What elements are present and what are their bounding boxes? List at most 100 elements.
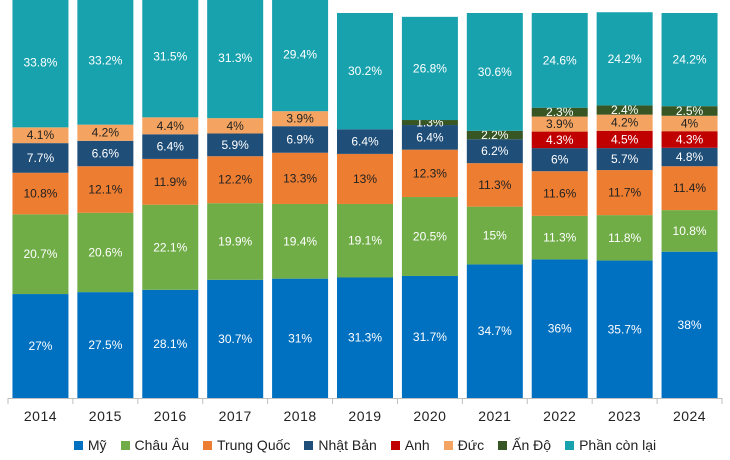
data-label: 27% — [28, 339, 52, 353]
bar-segment — [596, 148, 653, 171]
legend-item: Trung Quốc — [202, 437, 291, 453]
legend-swatch — [73, 440, 83, 450]
legend-label: Nhật Bản — [318, 437, 377, 453]
data-label: 20.6% — [88, 245, 122, 259]
data-label: 24.6% — [543, 53, 577, 67]
data-label: 31.3% — [348, 331, 382, 345]
bar-segment — [12, 127, 69, 144]
bar-segment — [207, 279, 264, 398]
x-tick-label: 2024 — [673, 408, 706, 424]
bar-segment — [661, 115, 718, 132]
data-label: 6.6% — [92, 147, 120, 161]
bar-segment — [596, 12, 653, 106]
bar-segment — [661, 147, 718, 167]
stacked-bar-chart: 27% 20.7% 10.8% 7.7% 4.1% 33.8% 27.5% 20.6% 12.1… — [7, 0, 723, 424]
bar-segment — [337, 13, 393, 130]
bar-segment — [142, 134, 199, 159]
x-tick-label: 2019 — [348, 408, 381, 424]
data-label: 6.2% — [481, 144, 509, 158]
bar-segment — [12, 294, 69, 398]
data-label: 24.2% — [608, 52, 642, 66]
bar-segment — [661, 166, 718, 211]
bar-2015: 27.5% 20.6% 12.1% 6.6% 4.2% 33.2% — [77, 0, 134, 398]
bar-segment — [466, 206, 523, 265]
data-label: 35.7% — [608, 322, 642, 336]
data-label: 11.3% — [543, 231, 576, 245]
data-label: 13.3% — [283, 171, 317, 185]
bar-segment — [142, 0, 199, 118]
data-label: 2.4% — [611, 103, 639, 117]
bar-segment — [337, 277, 393, 398]
data-label: 4.8% — [676, 150, 704, 164]
data-label: 20.7% — [23, 247, 57, 261]
bar-segment — [401, 125, 458, 150]
bar-2018: 31% 19.4% 13.3% 6.9% 3.9% 29.4% — [272, 0, 329, 398]
bar-segment — [596, 130, 653, 149]
legend-swatch — [202, 440, 212, 450]
data-label: 3.9% — [546, 117, 574, 131]
data-label: 6.9% — [286, 132, 314, 146]
bar-2022: 36% 11.3% 11.6% 6% 4.3% 3.9%2.3% 24.6% — [531, 13, 588, 398]
x-tick-label: 2016 — [154, 408, 187, 424]
bar-segment — [272, 278, 329, 398]
data-label: 31.7% — [413, 330, 447, 344]
data-label: 2.3% — [546, 105, 574, 119]
data-label: 4.1% — [27, 128, 55, 142]
bar-segment — [531, 148, 588, 172]
data-label: 12.2% — [218, 173, 252, 187]
bar-segment — [12, 143, 69, 173]
bar-segment — [596, 114, 653, 131]
data-label: 12.1% — [88, 183, 122, 197]
bar-segment — [466, 13, 523, 131]
data-label: 4.3% — [546, 133, 574, 147]
data-label: 15% — [483, 229, 507, 243]
legend-item: Châu Âu — [120, 437, 189, 453]
bar-2023: 35.7% 11.8% 11.7% 5.7% 4.5% 4.2%2.4% 24.2% — [596, 12, 653, 398]
legend-label: Anh — [404, 437, 430, 453]
data-label: 30.7% — [218, 332, 252, 346]
data-label: 4.3% — [676, 132, 704, 146]
data-label: 2.2% — [481, 128, 509, 142]
bar-segment — [466, 264, 523, 398]
bar-segment — [531, 215, 588, 260]
bar-segment — [661, 251, 718, 398]
legend-item: Phần còn lại — [565, 437, 656, 453]
bar-segment — [401, 16, 458, 121]
bar-segment — [272, 152, 329, 204]
bar-segment — [272, 111, 329, 127]
bar-segment — [466, 139, 523, 164]
data-label: 31.3% — [218, 51, 252, 65]
data-label: 33.2% — [88, 54, 122, 68]
bar-segment — [207, 203, 264, 280]
bar-segment — [77, 212, 134, 293]
x-tick-label: 2017 — [219, 408, 252, 424]
chart-legend: Mỹ Châu Âu Trung Quốc Nhật Bản Anh Đức Ấn Độ Ph… — [0, 434, 730, 456]
x-tick-label: 2018 — [284, 408, 317, 424]
bar-segment — [77, 140, 134, 167]
data-label: 19.9% — [218, 234, 252, 248]
data-label: 30.6% — [478, 65, 512, 79]
bar-segment — [337, 153, 393, 204]
data-label: 5.7% — [611, 152, 639, 166]
bar-segment — [531, 116, 588, 132]
legend-label: Ấn Độ — [512, 437, 552, 453]
bar-segment — [466, 130, 523, 140]
bar-segment — [12, 172, 69, 215]
data-label: 10.8% — [673, 224, 707, 238]
legend-swatch — [443, 440, 453, 450]
bar-segment — [596, 215, 653, 261]
data-label: 33.8% — [23, 55, 57, 69]
legend-item: Nhật Bản — [304, 437, 377, 453]
data-label: 4.2% — [611, 116, 639, 130]
legend-item: Ấn Độ — [498, 437, 551, 453]
legend-label: Trung Quốc — [216, 437, 291, 453]
data-label: 6.4% — [351, 135, 379, 149]
bar-segment — [401, 275, 458, 398]
bar-segment — [77, 292, 134, 398]
bar-segment — [661, 13, 718, 107]
legend-swatch — [498, 440, 508, 450]
bar-segment — [12, 214, 69, 295]
data-label: 29.4% — [283, 48, 317, 62]
legend-label: Phần còn lại — [579, 437, 657, 453]
data-label: 31.5% — [153, 50, 187, 64]
